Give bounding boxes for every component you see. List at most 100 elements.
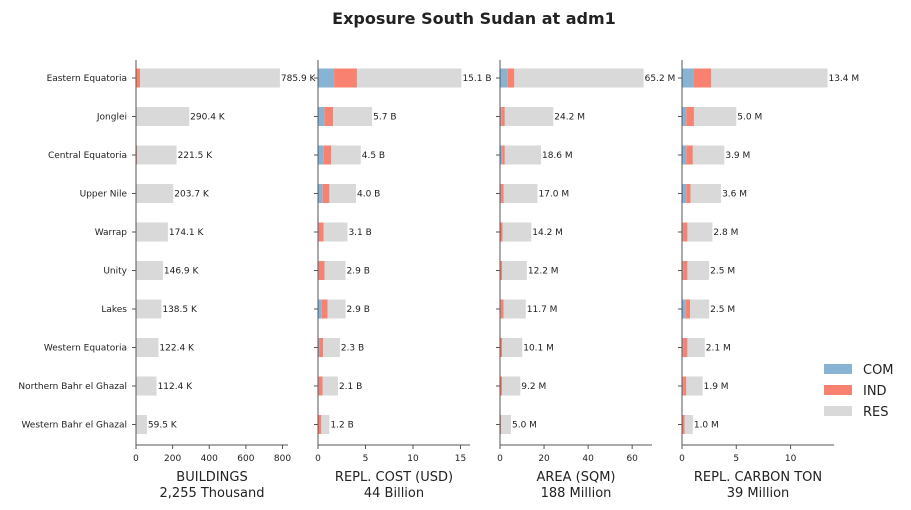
value-label-warrap: 14.2 M (532, 228, 563, 238)
bar-res-northern-bahr-el-ghazal (501, 376, 521, 396)
bar-com-central-equatoria (682, 145, 687, 165)
bar-res-western-bahr-el-ghazal (321, 415, 330, 434)
bar-ind-central-equatoria (136, 145, 138, 165)
bar-res-central-equatoria (137, 145, 177, 165)
bar-res-warrap (323, 222, 348, 242)
x-tick-label: 600 (237, 454, 254, 464)
value-label-western-equatoria: 2.3 B (341, 344, 364, 354)
value-label-central-equatoria: 221.5 K (178, 151, 214, 161)
value-label-lakes: 138.5 K (162, 305, 198, 315)
value-label-western-bahr-el-ghazal: 5.0 M (512, 421, 537, 431)
bar-ind-warrap (500, 222, 503, 242)
value-label-central-equatoria: 4.5 B (362, 151, 385, 161)
x-tick-label: 5 (733, 454, 739, 464)
bar-ind-western-equatoria (683, 338, 688, 357)
x-tick-label: 0 (679, 454, 685, 464)
value-label-eastern-equatoria: 785.9 K (281, 74, 317, 84)
value-label-unity: 2.5 M (710, 267, 735, 277)
value-label-unity: 2.9 B (347, 267, 370, 277)
bar-ind-central-equatoria (686, 145, 693, 165)
value-label-unity: 146.9 K (164, 267, 200, 277)
bar-com-lakes (682, 299, 686, 319)
bar-res-northern-bahr-el-ghazal (136, 376, 157, 396)
bar-ind-central-equatoria (502, 145, 505, 165)
x-axis-label: BUILDINGS (176, 470, 247, 485)
x-tick-label: 0 (133, 454, 139, 464)
bar-ind-northern-bahr-el-ghazal (500, 376, 502, 396)
x-tick-label: 800 (274, 454, 291, 464)
value-label-warrap: 174.1 K (169, 228, 205, 238)
bar-ind-unity (683, 261, 688, 280)
bar-ind-western-bahr-el-ghazal (318, 415, 322, 434)
bar-res-eastern-equatoria (356, 68, 462, 88)
bar-ind-eastern-equatoria (507, 68, 515, 88)
bar-ind-western-bahr-el-ghazal (682, 415, 685, 434)
bar-ind-central-equatoria (323, 145, 332, 165)
x-tick-label: 0 (497, 454, 503, 464)
bar-res-central-equatoria (331, 145, 361, 165)
bar-ind-lakes (500, 299, 504, 319)
category-label-warrap: Warrap (95, 228, 128, 238)
value-label-northern-bahr-el-ghazal: 9.2 M (521, 382, 546, 392)
bar-res-jonglei (693, 107, 737, 126)
bar-ind-western-equatoria (500, 338, 502, 357)
bar-res-upper-nile (690, 184, 722, 203)
category-label-lakes: Lakes (101, 305, 127, 315)
bar-com-upper-nile (682, 184, 687, 203)
bar-res-upper-nile (136, 184, 174, 203)
x-tick-label: 0 (315, 454, 321, 464)
value-label-jonglei: 24.2 M (554, 113, 585, 123)
bar-com-upper-nile (500, 184, 502, 203)
x-axis-total: 2,255 Thousand (160, 486, 265, 501)
bar-com-jonglei (500, 107, 502, 126)
bar-res-western-equatoria (323, 338, 340, 357)
category-label-western-bahr-el-ghazal: Western Bahr el Ghazal (21, 421, 127, 431)
bar-res-lakes (327, 299, 346, 319)
x-axis-label: REPL. CARBON TON (694, 470, 822, 485)
bar-com-eastern-equatoria (682, 68, 694, 88)
panel-area-sqm: 65.2 M 24.2 M 18.6 M 17.0 M 14.2 M 12.2 M 11.7… (496, 60, 675, 501)
bar-ind-upper-nile (322, 184, 330, 203)
value-label-unity: 12.2 M (528, 267, 559, 277)
bar-ind-lakes (685, 299, 691, 319)
x-axis-total: 188 Million (541, 486, 612, 501)
value-label-eastern-equatoria: 65.2 M (645, 74, 676, 84)
x-tick-label: 60 (626, 454, 638, 464)
legend-label-ind: IND (863, 384, 887, 399)
legend-swatch-res (824, 406, 852, 416)
bar-res-unity (687, 261, 710, 280)
bar-res-western-bahr-el-ghazal (684, 415, 693, 434)
x-axis-label: AREA (SQM) (536, 470, 615, 485)
x-axis-total: 44 Billion (364, 486, 424, 501)
bar-res-central-equatoria (504, 145, 541, 165)
bar-ind-lakes (321, 299, 328, 319)
bar-res-upper-nile (329, 184, 356, 203)
category-label-jonglei: Jonglei (96, 113, 127, 123)
value-label-upper-nile: 4.0 B (357, 190, 380, 200)
bar-ind-northern-bahr-el-ghazal (683, 376, 687, 396)
bar-res-lakes (503, 299, 526, 319)
bar-com-eastern-equatoria (318, 68, 335, 88)
bar-com-unity (682, 261, 684, 280)
value-label-western-bahr-el-ghazal: 59.5 K (148, 421, 178, 431)
bar-ind-jonglei (686, 107, 694, 126)
value-label-jonglei: 5.7 B (373, 113, 396, 123)
category-label-northern-bahr-el-ghazal: Northern Bahr el Ghazal (18, 382, 127, 392)
bar-ind-unity (318, 261, 325, 280)
bar-com-western-equatoria (682, 338, 684, 357)
value-label-warrap: 3.1 B (348, 228, 371, 238)
value-label-central-equatoria: 3.9 M (725, 151, 750, 161)
value-label-warrap: 2.8 M (713, 228, 738, 238)
bar-ind-western-equatoria (319, 338, 324, 357)
x-tick-label: 20 (538, 454, 550, 464)
x-axis-total: 39 Million (727, 486, 790, 501)
legend-swatch-ind (824, 385, 852, 395)
value-label-jonglei: 290.4 K (190, 113, 226, 123)
chart-legend: COM IND RES (824, 363, 894, 420)
legend-label-res: RES (863, 405, 889, 420)
category-label-eastern-equatoria: Eastern Equatoria (47, 74, 127, 84)
bar-com-upper-nile (318, 184, 323, 203)
x-tick-label: 5 (363, 454, 369, 464)
value-label-lakes: 11.7 M (527, 305, 558, 315)
bar-ind-northern-bahr-el-ghazal (318, 376, 323, 396)
